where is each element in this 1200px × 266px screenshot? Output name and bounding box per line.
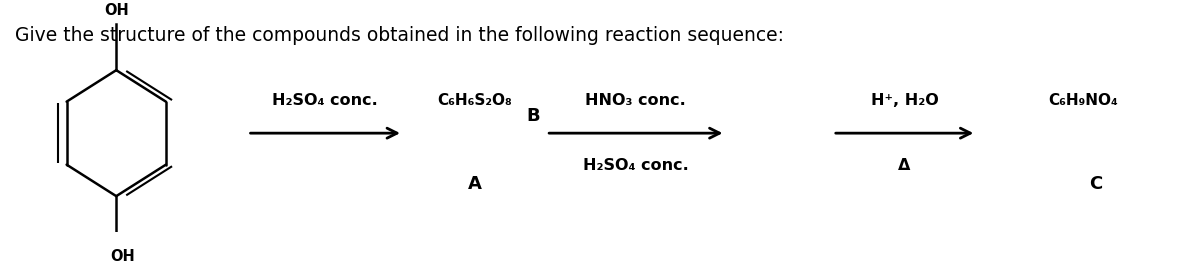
Text: C₆H₉NO₄: C₆H₉NO₄ bbox=[1048, 93, 1117, 108]
Text: H₂SO₄ conc.: H₂SO₄ conc. bbox=[272, 93, 378, 108]
Text: OH: OH bbox=[110, 249, 134, 264]
Text: Give the structure of the compounds obtained in the following reaction sequence:: Give the structure of the compounds obta… bbox=[14, 26, 784, 45]
Text: H₂SO₄ conc.: H₂SO₄ conc. bbox=[583, 158, 689, 173]
Text: OH: OH bbox=[104, 3, 128, 18]
Text: C₆H₆S₂O₈: C₆H₆S₂O₈ bbox=[437, 93, 512, 108]
Text: HNO₃ conc.: HNO₃ conc. bbox=[586, 93, 686, 108]
Text: Δ: Δ bbox=[899, 158, 911, 173]
Text: H⁺, H₂O: H⁺, H₂O bbox=[871, 93, 938, 108]
Text: C: C bbox=[1090, 175, 1103, 193]
Text: B: B bbox=[527, 107, 540, 125]
Text: A: A bbox=[468, 175, 481, 193]
